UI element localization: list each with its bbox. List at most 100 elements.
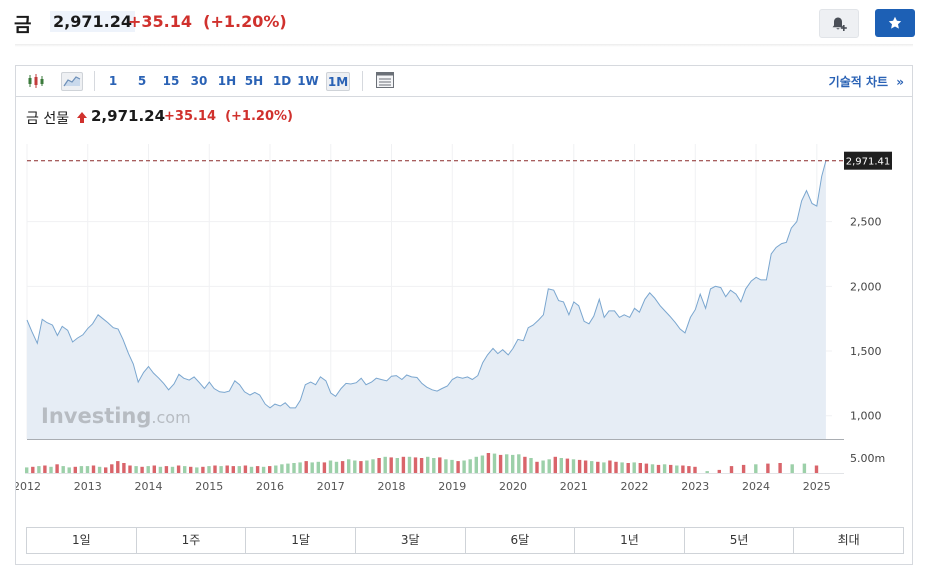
volume-bar [176, 465, 181, 473]
technical-chart-link[interactable]: 기술적 차트 » [829, 73, 904, 90]
chart-toolbar: 1 5 15 30 1H 5H 1D 1W 1M 기술적 차트 » [16, 66, 912, 97]
x-tick-label: 2014 [135, 480, 163, 493]
volume-bar [116, 461, 120, 473]
candlestick-chart-button[interactable] [24, 72, 48, 91]
x-tick-label: 2013 [74, 480, 102, 493]
volume-bar [638, 463, 642, 473]
volume-bar [778, 463, 782, 473]
range-button[interactable]: 1달 [246, 528, 356, 553]
interval-button[interactable]: 5 [137, 74, 147, 88]
volume-bar [541, 460, 545, 473]
volume-bar [322, 462, 327, 473]
volume-bar [37, 466, 41, 473]
volume-bar [110, 464, 114, 473]
volume-bar [407, 456, 412, 474]
page-header: 금 2,971.24 +35.14 (+1.20%) [0, 0, 927, 46]
volume-bar [353, 460, 357, 473]
volume-bar [456, 461, 460, 473]
range-button[interactable]: 5년 [685, 528, 795, 553]
volume-bar [583, 460, 588, 473]
range-selector: 1일 1주 1달 3달 6달 1년 5년 최대 [26, 527, 904, 554]
interval-button[interactable]: 5H [244, 74, 264, 88]
volume-bar [128, 465, 132, 473]
volume-bar [73, 466, 77, 474]
volume-bar [237, 466, 241, 473]
volume-bar [31, 466, 35, 474]
x-tick-label: 2015 [195, 480, 223, 493]
range-button[interactable]: 1일 [27, 528, 137, 553]
range-button[interactable]: 6달 [466, 528, 576, 553]
volume-bar [565, 458, 570, 473]
watchlist-star-button[interactable] [875, 9, 915, 37]
volume-bar [25, 467, 29, 473]
range-button[interactable]: 최대 [837, 533, 860, 547]
interval-button[interactable]: 1D [272, 74, 292, 88]
volume-bar [298, 462, 302, 473]
volume-bar [468, 459, 472, 474]
range-button[interactable]: 3달 [356, 528, 466, 553]
volume-bar [97, 466, 102, 474]
volume-bar [547, 459, 551, 474]
volume-bar [474, 456, 478, 474]
header-change-pct: (+1.20%) [203, 12, 287, 31]
volume-bar [517, 454, 521, 474]
last-price-label: 2,971.41 [846, 157, 891, 168]
volume-bar [152, 465, 156, 473]
interval-button[interactable]: 1W [297, 74, 319, 88]
volume-bar [802, 463, 807, 473]
range-button[interactable]: 1주 [137, 528, 247, 553]
interval-button[interactable]: 30 [190, 74, 208, 88]
volume-bar [195, 467, 199, 473]
interval-button[interactable]: 15 [162, 74, 180, 88]
toolbar-separator [94, 71, 95, 91]
instrument-change-value: +35.14 [164, 109, 217, 124]
x-tick-label: 2021 [560, 480, 588, 493]
volume-bar [669, 464, 673, 473]
volume-bar [675, 465, 679, 473]
volume-bar [243, 465, 248, 473]
interval-button[interactable]: 1M [326, 72, 350, 91]
interval-button[interactable]: 1 [108, 74, 118, 88]
table-view-button[interactable] [374, 72, 396, 91]
add-alert-button[interactable] [819, 9, 859, 38]
volume-bar [432, 458, 436, 473]
volume-bar [535, 461, 539, 474]
double-chevron-right-icon: » [896, 75, 904, 89]
range-button[interactable]: 1년 [575, 528, 685, 553]
volume-bar [608, 460, 612, 473]
volume-bar [340, 461, 345, 473]
last-price-tag [844, 151, 892, 170]
volume-bar [450, 459, 454, 473]
volume-bar [304, 461, 308, 473]
volume-bar [292, 463, 296, 473]
instrument-change: +35.14 (+1.20%) [164, 109, 293, 124]
volume-bar [274, 465, 278, 473]
bell-plus-icon [832, 17, 847, 31]
volume-bar [140, 466, 144, 474]
chart-panel: 1 5 15 30 1H 5H 1D 1W 1M 기술적 차트 » 금 선물 2,971.24 … [15, 65, 913, 565]
area-chart-button[interactable] [61, 72, 83, 91]
volume-bar [231, 466, 235, 473]
volume-bar [814, 465, 819, 473]
header-change-value: +35.14 [128, 12, 193, 31]
price-chart[interactable]: 1,000 1,500 2,000 2,500 Investing.com 2,971.4… [16, 66, 912, 526]
x-tick-label: 2012 [16, 480, 41, 493]
price-line [26, 160, 827, 409]
volume-bar [571, 459, 576, 474]
volume-bar [164, 466, 169, 473]
volume-bar [49, 466, 53, 474]
volume-bar [134, 466, 138, 473]
volume-bar [122, 463, 126, 473]
volume-bar [189, 466, 193, 474]
x-tick-label: 2019 [438, 480, 466, 493]
arrow-up-icon [77, 112, 87, 123]
volume-bar [255, 466, 260, 473]
volume-bar [85, 466, 90, 473]
interval-button[interactable]: 1H [217, 74, 237, 88]
volume-bar [602, 462, 606, 473]
volume-bar [383, 456, 387, 474]
volume-bar [620, 462, 624, 473]
volume-bar [280, 464, 284, 473]
volume-bar [347, 459, 351, 474]
volume-bar [365, 460, 369, 473]
